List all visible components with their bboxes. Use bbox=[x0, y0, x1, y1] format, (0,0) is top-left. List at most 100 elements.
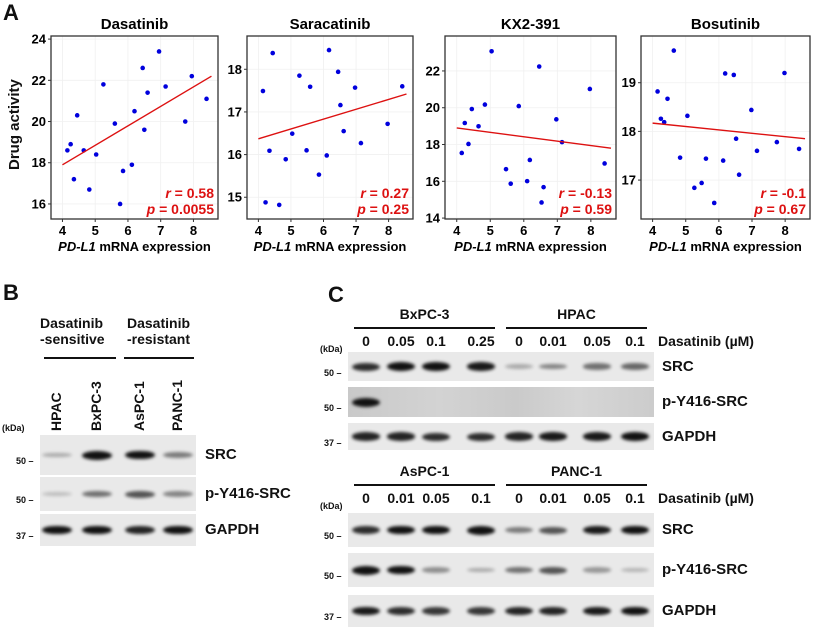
group-label: AsPC-1 bbox=[399, 463, 450, 479]
mw-marker: 50 – bbox=[324, 571, 342, 581]
data-point bbox=[655, 89, 660, 94]
treatment-label: Dasatinib (µM) bbox=[658, 490, 754, 506]
protein-band bbox=[387, 565, 415, 575]
y-tick-label: 20 bbox=[32, 114, 46, 129]
y-tick-label: 19 bbox=[622, 75, 636, 90]
data-point bbox=[140, 65, 145, 71]
protein-band bbox=[621, 567, 649, 573]
y-tick-label: 18 bbox=[426, 137, 440, 152]
y-tick-label: 18 bbox=[32, 155, 46, 170]
x-tick-label: 7 bbox=[554, 223, 561, 238]
mw-marker: 50 – bbox=[16, 456, 34, 466]
data-point bbox=[541, 184, 546, 190]
dose-label: 0.05 bbox=[387, 333, 415, 349]
dose-label: 0 bbox=[515, 490, 523, 506]
data-point bbox=[307, 84, 313, 90]
x-axis-label-rest: mRNA expression bbox=[291, 239, 406, 254]
group-underline bbox=[354, 484, 495, 486]
protein-band bbox=[621, 432, 649, 441]
protein-band bbox=[352, 397, 380, 407]
x-axis-label: PD-L1 mRNA expression bbox=[58, 239, 211, 254]
data-point bbox=[297, 73, 302, 78]
plot-frame bbox=[246, 35, 414, 220]
plot-title: KX2-391 bbox=[501, 16, 560, 33]
blot-gapdh bbox=[348, 423, 654, 450]
y-tick-label: 22 bbox=[32, 73, 46, 88]
data-point bbox=[466, 141, 471, 147]
data-point bbox=[270, 50, 276, 56]
x-axis-label-gene: PD-L1 bbox=[58, 239, 96, 254]
data-point bbox=[774, 139, 780, 145]
data-point bbox=[283, 156, 289, 162]
protein-band bbox=[82, 490, 112, 498]
x-tick-label: 6 bbox=[320, 223, 327, 238]
data-point bbox=[699, 180, 704, 186]
y-tick-label: 18 bbox=[228, 62, 242, 77]
mw-marker: 50 – bbox=[324, 531, 342, 541]
data-point bbox=[516, 103, 522, 109]
blot-p-y416-src bbox=[348, 387, 654, 417]
data-point bbox=[736, 172, 742, 178]
data-point bbox=[132, 108, 137, 114]
data-point bbox=[399, 84, 405, 89]
x-tick-label: 6 bbox=[124, 223, 131, 238]
protein-band bbox=[82, 450, 112, 460]
data-point bbox=[685, 113, 690, 119]
protein-band bbox=[422, 567, 450, 573]
data-point bbox=[482, 102, 488, 107]
x-tick-label: 8 bbox=[782, 223, 789, 238]
x-axis-label-gene: PD-L1 bbox=[649, 239, 687, 254]
blot-label: p-Y416-SRC bbox=[662, 561, 748, 578]
data-point bbox=[508, 181, 514, 186]
data-point bbox=[74, 113, 80, 118]
protein-band bbox=[467, 567, 495, 573]
x-tick-label: 5 bbox=[487, 223, 494, 238]
group-sensitive-line1: Dasatinib bbox=[40, 315, 104, 331]
group-underline bbox=[506, 327, 647, 329]
x-tick-label: 5 bbox=[682, 223, 689, 238]
dose-label: 0.1 bbox=[426, 333, 446, 349]
protein-band bbox=[387, 362, 415, 371]
data-point bbox=[263, 200, 268, 205]
blot-gapdh bbox=[348, 595, 654, 627]
data-point bbox=[304, 148, 309, 153]
data-point bbox=[722, 71, 728, 76]
protein-band bbox=[422, 432, 450, 441]
y-tick-label: 16 bbox=[32, 196, 46, 211]
x-tick-label: 8 bbox=[385, 223, 392, 238]
protein-band bbox=[352, 362, 380, 371]
plot-title: Bosutinib bbox=[691, 16, 760, 33]
data-point bbox=[476, 124, 481, 129]
blot-label: GAPDH bbox=[205, 521, 260, 538]
group-underline bbox=[506, 484, 647, 486]
protein-band bbox=[467, 432, 495, 441]
dose-label: 0 bbox=[362, 490, 370, 506]
mw-marker: 50 – bbox=[324, 367, 342, 378]
dose-label: 0 bbox=[362, 333, 370, 349]
blot-label: SRC bbox=[662, 357, 694, 375]
data-point bbox=[536, 64, 542, 69]
protein-band bbox=[505, 432, 533, 441]
x-tick-label: 7 bbox=[157, 223, 164, 238]
stat-r: r = 0.58 bbox=[165, 185, 214, 201]
group-resistant-label: Dasatinib -resistant bbox=[127, 315, 190, 347]
blot-p-y416-src bbox=[40, 477, 196, 511]
lane-label: PANC-1 bbox=[169, 379, 185, 431]
blot-label: p-Y416-SRC bbox=[205, 485, 291, 502]
protein-band bbox=[621, 363, 649, 370]
kda-label: (kDa) bbox=[320, 344, 343, 354]
scatter-plot-bosutinib: Bosutinib 4 5 6 7 8 17 18 19 PD-L1 mRNA expressio… bbox=[622, 16, 811, 254]
protein-band bbox=[163, 525, 193, 535]
plot-title: Dasatinib bbox=[101, 16, 169, 33]
plot-frame bbox=[640, 35, 811, 220]
protein-band bbox=[125, 525, 155, 535]
blot-src bbox=[348, 352, 654, 381]
scatter-plot-saracatinib: Saracatinib 4 5 6 7 8 15 16 17 18 PD-L1 mRNA expre… bbox=[228, 16, 414, 254]
data-point bbox=[720, 158, 726, 163]
data-point bbox=[703, 156, 709, 161]
x-tick-label: 4 bbox=[59, 223, 67, 238]
data-point bbox=[335, 69, 341, 75]
protein-band bbox=[387, 525, 415, 535]
plot-frame bbox=[50, 35, 219, 220]
dose-label: 0.05 bbox=[583, 490, 611, 506]
